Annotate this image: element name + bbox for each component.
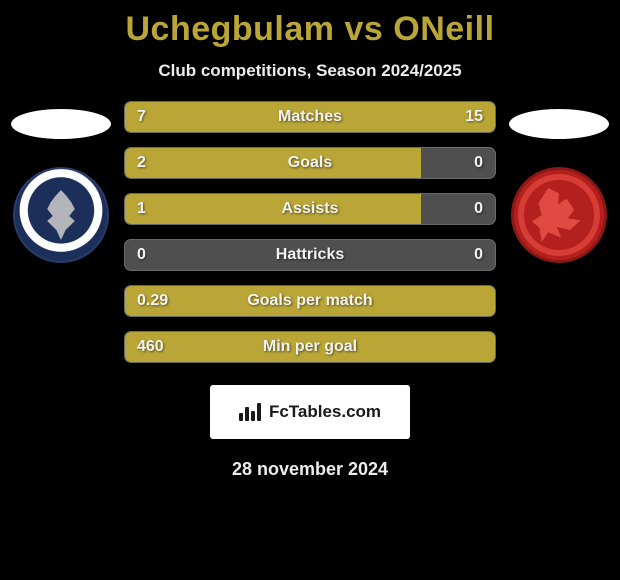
stat-bar-left-fill: [125, 102, 273, 132]
player-b-name: ONeill: [393, 10, 494, 48]
stat-bar: 0.29 Goals per match: [124, 285, 496, 317]
stat-bar-label: Hattricks: [276, 246, 344, 264]
stat-bar-label: Goals per match: [247, 292, 372, 310]
stat-bar-left-value: 7: [137, 108, 146, 126]
player-a-name-oval: [11, 109, 111, 139]
stat-bar: 0 Hattricks 0: [124, 239, 496, 271]
stat-bar-left-fill: [125, 194, 421, 224]
stat-bar-label: Min per goal: [263, 338, 357, 356]
right-side: [504, 109, 614, 263]
comparison-content: 7 Matches 15 2 Goals 0 1 Assists 0 0 Hattricks 0 0.2…: [0, 109, 620, 363]
stat-bar-left-value: 0.29: [137, 292, 168, 310]
stat-bar-label: Assists: [282, 200, 339, 218]
brand-box: FcTables.com: [210, 385, 410, 439]
stat-bar: 2 Goals 0: [124, 147, 496, 179]
stat-bar: 1 Assists 0: [124, 193, 496, 225]
stat-bar-right-value: 0: [474, 200, 483, 218]
stat-bar-left-value: 460: [137, 338, 164, 356]
player-a-club-badge: [13, 167, 109, 263]
stat-bar-right-value: 0: [474, 246, 483, 264]
badge-ring: [518, 174, 600, 256]
brand-text: FcTables.com: [269, 402, 381, 422]
stat-bar: 460 Min per goal: [124, 331, 496, 363]
stat-bar-label: Matches: [278, 108, 342, 126]
fctables-logo-icon: [239, 403, 263, 421]
left-side: [6, 109, 116, 263]
player-a-name: Uchegbulam: [125, 10, 334, 48]
stat-bars: 7 Matches 15 2 Goals 0 1 Assists 0 0 Hattricks 0 0.2…: [116, 101, 504, 363]
date: 28 november 2024: [0, 459, 620, 480]
stat-bar-left-value: 2: [137, 154, 146, 172]
stat-bar-right-value: 15: [465, 108, 483, 126]
stat-bar-left-value: 1: [137, 200, 146, 218]
stat-bar: 7 Matches 15: [124, 101, 496, 133]
stat-bar-left-fill: [125, 148, 421, 178]
subtitle: Club competitions, Season 2024/2025: [0, 61, 620, 81]
stat-bar-left-value: 0: [137, 246, 146, 264]
stat-bar-right-value: 0: [474, 154, 483, 172]
page-title: Uchegbulam vs ONeill: [0, 0, 620, 49]
player-b-club-badge: [511, 167, 607, 263]
player-b-name-oval: [509, 109, 609, 139]
vs-text: vs: [344, 10, 383, 48]
stat-bar-label: Goals: [288, 154, 332, 172]
